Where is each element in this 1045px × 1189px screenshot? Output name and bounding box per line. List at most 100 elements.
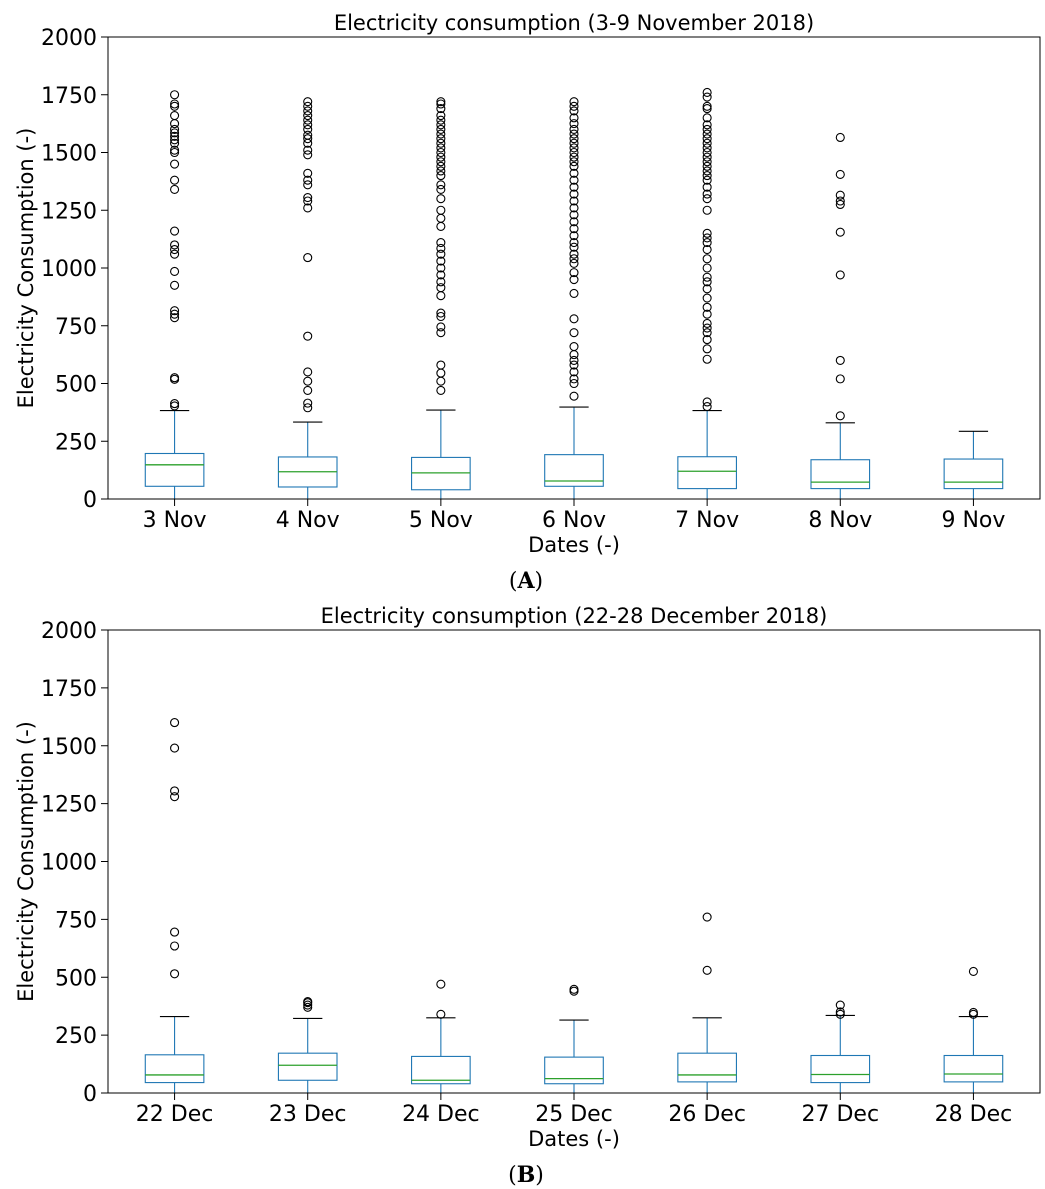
outlier-point: [569, 113, 579, 123]
outlier-point: [569, 288, 579, 298]
outlier-point: [835, 196, 845, 206]
outlier-point: [702, 335, 712, 345]
chart-title: Electricity consumption (22-28 December …: [321, 604, 828, 628]
outlier-point: [436, 277, 446, 287]
outlier-point: [303, 145, 313, 155]
y-tick-label: 1250: [41, 793, 97, 818]
outlier-point: [569, 249, 579, 259]
x-tick-label: 4 Nov: [276, 508, 340, 533]
outlier-point: [702, 129, 712, 139]
y-tick-label: 750: [55, 908, 97, 933]
outlier-point: [170, 128, 180, 138]
outlier-point: [702, 272, 712, 282]
outlier-point: [569, 224, 579, 234]
box-3: [544, 984, 604, 1094]
outlier-point: [702, 171, 712, 181]
outlier-point: [303, 385, 313, 395]
outlier-point: [436, 385, 446, 395]
outlier-point: [170, 306, 180, 316]
outlier-point: [569, 350, 579, 360]
x-tick-label: 9 Nov: [941, 508, 1005, 533]
panel-label-letter: A: [516, 568, 535, 594]
outlier-point: [170, 124, 180, 134]
panel-label: (A): [509, 568, 543, 594]
y-tick-label: 1000: [41, 851, 97, 876]
outlier-point: [170, 184, 180, 195]
outlier-point: [436, 308, 446, 318]
x-tick-label: 24 Dec: [402, 1102, 480, 1127]
outlier-point: [303, 398, 313, 408]
y-tick-label: 1500: [41, 142, 97, 167]
outlier-point: [702, 318, 712, 328]
outlier-point: [303, 403, 313, 413]
outlier-point: [170, 249, 180, 259]
outlier-point: [436, 152, 446, 162]
iqr-box: [677, 1052, 737, 1083]
outlier-point: [436, 322, 446, 332]
x-tick-label: 6 Nov: [542, 508, 606, 533]
outlier-point: [702, 92, 712, 102]
x-tick-label: 26 Dec: [668, 1102, 746, 1127]
outlier-point: [170, 99, 180, 109]
outlier-point: [436, 1009, 446, 1019]
outlier-point: [835, 169, 845, 179]
y-tick-label: 1750: [41, 84, 97, 109]
outlier-point: [569, 238, 579, 248]
outlier-point: [702, 309, 712, 319]
box-4: [677, 87, 737, 500]
y-tick-label: 1250: [41, 199, 97, 224]
outlier-point: [436, 249, 446, 259]
outlier-point: [436, 194, 446, 204]
outlier-point: [436, 124, 446, 134]
box-1: [277, 997, 338, 1094]
outlier-point: [702, 166, 712, 176]
outlier-point: [702, 397, 712, 407]
outlier-point: [569, 341, 579, 352]
outlier-point: [569, 129, 579, 139]
box-3: [544, 97, 604, 500]
outlier-point: [303, 130, 313, 140]
outlier-point: [170, 969, 180, 979]
chart-title: Electricity consumption (3-9 November 20…: [334, 11, 814, 35]
y-tick-label: 0: [83, 488, 97, 513]
outlier-point: [569, 147, 579, 158]
outlier-point: [569, 217, 579, 227]
x-tick-label: 5 Nov: [409, 508, 473, 533]
outlier-point: [436, 238, 446, 248]
y-tick-label: 250: [55, 430, 97, 455]
y-tick-label: 1750: [41, 677, 97, 702]
outlier-point: [436, 143, 446, 153]
box-4: [677, 912, 737, 1094]
outlier-point: [569, 175, 579, 185]
outlier-point: [303, 253, 313, 263]
outlier-point: [170, 266, 180, 277]
outlier-point: [436, 180, 446, 190]
outlier-point: [303, 203, 313, 213]
outlier-point: [303, 101, 313, 111]
outlier-point: [702, 354, 712, 364]
outlier-point: [702, 152, 712, 162]
outlier-point: [436, 376, 446, 386]
outlier-point: [702, 161, 712, 171]
panel-a: Electricity consumption (3-9 November 20…: [14, 11, 1041, 594]
outlier-point: [436, 184, 446, 195]
outlier-point: [569, 106, 579, 116]
iqr-box: [943, 1054, 1004, 1083]
outlier-point: [702, 302, 712, 312]
outlier-point: [170, 244, 180, 255]
outlier-point: [436, 97, 446, 107]
outlier-point: [303, 376, 313, 386]
plot-area-frame: [107, 36, 1041, 500]
x-tick-label: 7 Nov: [675, 508, 739, 533]
outlier-point: [170, 927, 180, 937]
outlier-point: [303, 997, 313, 1007]
outlier-point: [569, 101, 579, 111]
outlier-point: [702, 124, 712, 134]
outlier-point: [170, 101, 180, 111]
x-tick-label: 8 Nov: [808, 508, 872, 533]
outlier-point: [436, 360, 446, 370]
outlier-point: [303, 120, 313, 130]
panel-b: Electricity consumption (22-28 December …: [14, 604, 1041, 1188]
outlier-point: [170, 226, 180, 236]
